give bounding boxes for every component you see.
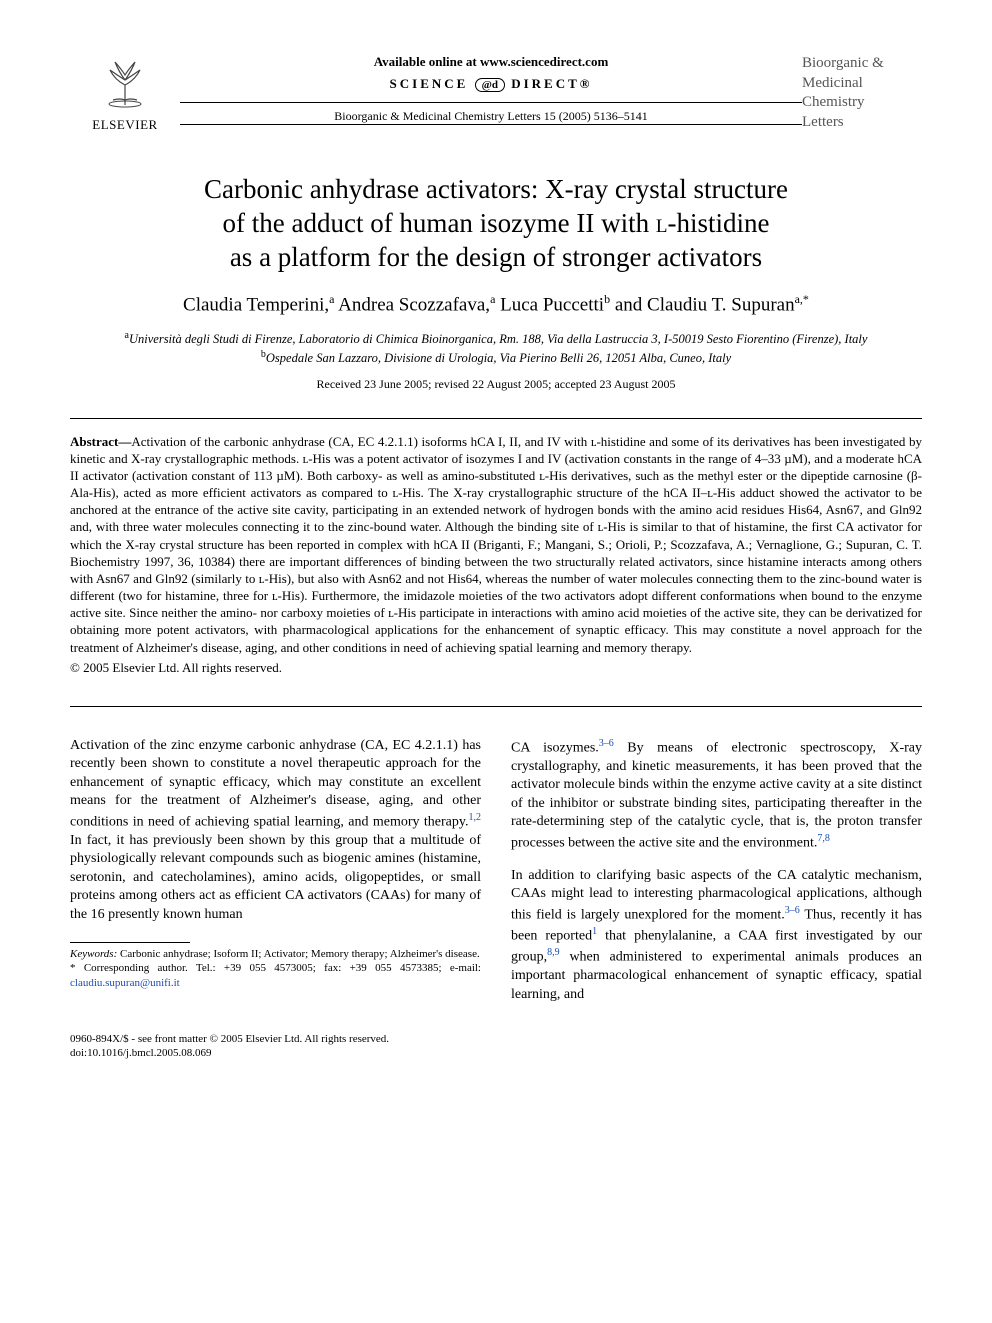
footnote-rule xyxy=(70,942,190,943)
abstract-label: Abstract— xyxy=(70,434,131,449)
citation-line: Bioorganic & Medicinal Chemistry Letters… xyxy=(180,109,802,124)
sd-left: SCIENCE xyxy=(390,76,469,91)
p2-ref2[interactable]: 7,8 xyxy=(817,833,830,844)
journal-line-2: Medicinal xyxy=(802,74,922,94)
author-2-aff: a xyxy=(490,292,495,306)
journal-line-3: Chemistry xyxy=(802,93,922,113)
header-rule-bottom xyxy=(180,124,802,125)
body-p1: Activation of the zinc enzyme carbonic a… xyxy=(70,737,481,924)
p2b: By means of electronic spectroscopy, X-r… xyxy=(511,740,922,850)
p2-ref1[interactable]: 3–6 xyxy=(599,738,614,749)
p3-ref3[interactable]: 8,9 xyxy=(547,947,560,958)
footnotes-block: Keywords: Carbonic anhydrase; Isoform II… xyxy=(70,947,481,990)
body-p3: In addition to clarifying basic aspects … xyxy=(511,867,922,1004)
keywords-label: Keywords: xyxy=(70,948,117,960)
author-2: Andrea Scozzafava, xyxy=(338,295,490,316)
corr-text: Corresponding author. Tel.: +39 055 4573… xyxy=(76,962,482,974)
available-online-text: Available online at www.sciencedirect.co… xyxy=(180,54,802,70)
title-line-2b: -histidine xyxy=(668,208,770,238)
author-and: and xyxy=(615,295,647,316)
title-smallcaps: l xyxy=(656,208,668,238)
footer-block: 0960-894X/$ - see front matter © 2005 El… xyxy=(70,1032,922,1061)
journal-name-block: Bioorganic & Medicinal Chemistry Letters xyxy=(802,50,922,132)
abstract-rule-top xyxy=(70,418,922,419)
header-rule-top xyxy=(180,102,802,103)
journal-line-4: Letters xyxy=(802,113,922,133)
center-header: Available online at www.sciencedirect.co… xyxy=(180,50,802,125)
article-title: Carbonic anhydrase activators: X-ray cry… xyxy=(110,173,882,274)
title-line-3: as a platform for the design of stronger… xyxy=(230,242,762,272)
author-4: Claudiu T. Supuran xyxy=(647,295,795,316)
abstract-rule-bottom xyxy=(70,706,922,707)
authors-line: Claudia Temperini,a Andrea Scozzafava,a … xyxy=(70,292,922,316)
p1b: In fact, it has previously been shown by… xyxy=(70,833,481,922)
abstract-text: Activation of the carbonic anhydrase (CA… xyxy=(70,434,922,655)
author-3: Luca Puccetti xyxy=(500,295,604,316)
body-p2: CA isozymes.3–6 By means of electronic s… xyxy=(511,737,922,853)
p1a: Activation of the zinc enzyme carbonic a… xyxy=(70,738,481,830)
corr-email-link[interactable]: claudiu.supuran@unifi.it xyxy=(70,977,180,989)
p3d: when administered to experimental animal… xyxy=(511,950,922,1002)
title-line-1: Carbonic anhydrase activators: X-ray cry… xyxy=(204,174,788,204)
footer-line-1: 0960-894X/$ - see front matter © 2005 El… xyxy=(70,1032,922,1046)
p2a: CA isozymes. xyxy=(511,740,599,755)
keywords-text: Carbonic anhydrase; Isoform II; Activato… xyxy=(117,948,479,960)
sd-right: DIRECT® xyxy=(511,76,592,91)
aff-b-text: Ospedale San Lazzaro, Divisione di Urolo… xyxy=(266,351,731,365)
body-columns: Activation of the zinc enzyme carbonic a… xyxy=(70,737,922,1004)
elsevier-tree-icon xyxy=(95,50,155,110)
author-3-aff: b xyxy=(604,292,610,306)
received-line: Received 23 June 2005; revised 22 August… xyxy=(70,377,922,392)
sciencedirect-logo: SCIENCE @d DIRECT® xyxy=(180,76,802,92)
aff-a-text: Università degli Studi di Firenze, Labor… xyxy=(129,332,867,346)
title-line-2a: of the adduct of human isozyme II with xyxy=(223,208,656,238)
affiliations: aUniversità degli Studi di Firenze, Labo… xyxy=(70,329,922,367)
header-row: ELSEVIER Available online at www.science… xyxy=(70,50,922,133)
abstract-block: Abstract—Activation of the carbonic anhy… xyxy=(70,433,922,656)
publisher-label: ELSEVIER xyxy=(70,117,180,133)
author-1-aff: a xyxy=(329,292,334,306)
page-container: ELSEVIER Available online at www.science… xyxy=(0,0,992,1101)
corresponding-line: * Corresponding author. Tel.: +39 055 45… xyxy=(70,961,481,990)
publisher-block: ELSEVIER xyxy=(70,50,180,133)
footer-line-2: doi:10.1016/j.bmcl.2005.08.069 xyxy=(70,1046,922,1060)
copyright-line: © 2005 Elsevier Ltd. All rights reserved… xyxy=(70,660,922,676)
journal-line-1: Bioorganic & xyxy=(802,54,922,74)
author-4-aff: a,* xyxy=(795,292,809,306)
keywords-line: Keywords: Carbonic anhydrase; Isoform II… xyxy=(70,947,481,961)
p3-ref1[interactable]: 3–6 xyxy=(785,905,800,916)
p1-ref1[interactable]: 1,2 xyxy=(469,812,482,823)
author-1: Claudia Temperini, xyxy=(183,295,329,316)
sd-at-icon: @d xyxy=(475,78,505,92)
